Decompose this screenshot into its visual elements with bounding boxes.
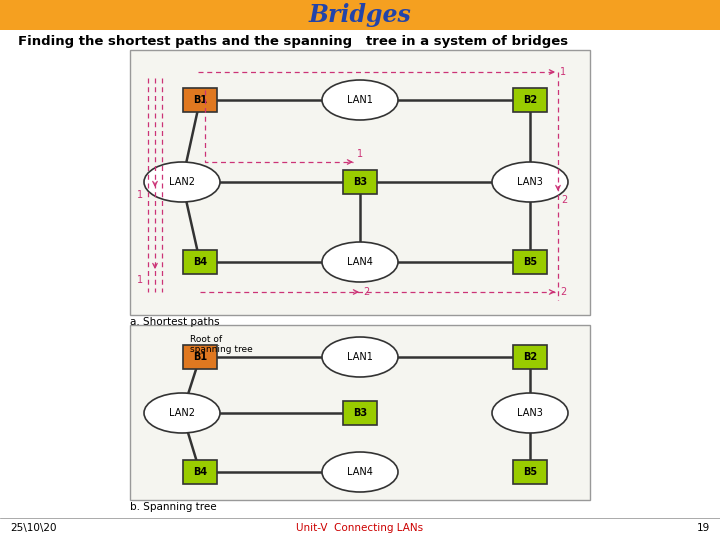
Text: LAN2: LAN2	[169, 408, 195, 418]
FancyBboxPatch shape	[513, 460, 547, 484]
FancyBboxPatch shape	[183, 345, 217, 369]
FancyBboxPatch shape	[343, 401, 377, 425]
Text: LAN2: LAN2	[169, 177, 195, 187]
FancyBboxPatch shape	[183, 88, 217, 112]
Text: a. Shortest paths: a. Shortest paths	[130, 317, 220, 327]
FancyBboxPatch shape	[513, 250, 547, 274]
Ellipse shape	[144, 393, 220, 433]
Ellipse shape	[492, 162, 568, 202]
Text: 2: 2	[561, 195, 567, 205]
Text: B3: B3	[353, 177, 367, 187]
Text: B2: B2	[523, 352, 537, 362]
Text: LAN3: LAN3	[517, 408, 543, 418]
Text: 2: 2	[363, 287, 369, 297]
Text: Finding the shortest paths and the spanning   tree in a system of bridges: Finding the shortest paths and the spann…	[18, 36, 568, 49]
Text: 19: 19	[697, 523, 710, 533]
Text: LAN3: LAN3	[517, 177, 543, 187]
Text: LAN1: LAN1	[347, 95, 373, 105]
Text: B2: B2	[523, 95, 537, 105]
Text: 2: 2	[560, 287, 566, 297]
Text: 25\10\20: 25\10\20	[10, 523, 56, 533]
Text: 1: 1	[357, 149, 363, 159]
FancyBboxPatch shape	[130, 325, 590, 500]
FancyBboxPatch shape	[130, 50, 590, 315]
Text: Root of
spanning tree: Root of spanning tree	[190, 335, 253, 354]
Text: 1: 1	[560, 67, 566, 77]
Text: B4: B4	[193, 467, 207, 477]
Text: B5: B5	[523, 257, 537, 267]
Ellipse shape	[322, 337, 398, 377]
Text: b. Spanning tree: b. Spanning tree	[130, 502, 217, 512]
FancyBboxPatch shape	[513, 345, 547, 369]
Text: B1: B1	[193, 95, 207, 105]
Text: LAN4: LAN4	[347, 257, 373, 267]
Ellipse shape	[322, 80, 398, 120]
FancyBboxPatch shape	[0, 0, 720, 30]
Text: Bridges: Bridges	[309, 3, 411, 27]
Text: 1: 1	[137, 190, 143, 200]
Text: LAN1: LAN1	[347, 352, 373, 362]
Text: B4: B4	[193, 257, 207, 267]
FancyBboxPatch shape	[513, 88, 547, 112]
Text: B1: B1	[193, 352, 207, 362]
FancyBboxPatch shape	[183, 460, 217, 484]
Text: LAN4: LAN4	[347, 467, 373, 477]
Ellipse shape	[492, 393, 568, 433]
FancyBboxPatch shape	[343, 170, 377, 194]
Text: B3: B3	[353, 408, 367, 418]
Ellipse shape	[322, 242, 398, 282]
Text: 1: 1	[137, 275, 143, 285]
Text: B5: B5	[523, 467, 537, 477]
Ellipse shape	[144, 162, 220, 202]
Ellipse shape	[322, 452, 398, 492]
FancyBboxPatch shape	[183, 250, 217, 274]
Text: Unit-V  Connecting LANs: Unit-V Connecting LANs	[297, 523, 423, 533]
